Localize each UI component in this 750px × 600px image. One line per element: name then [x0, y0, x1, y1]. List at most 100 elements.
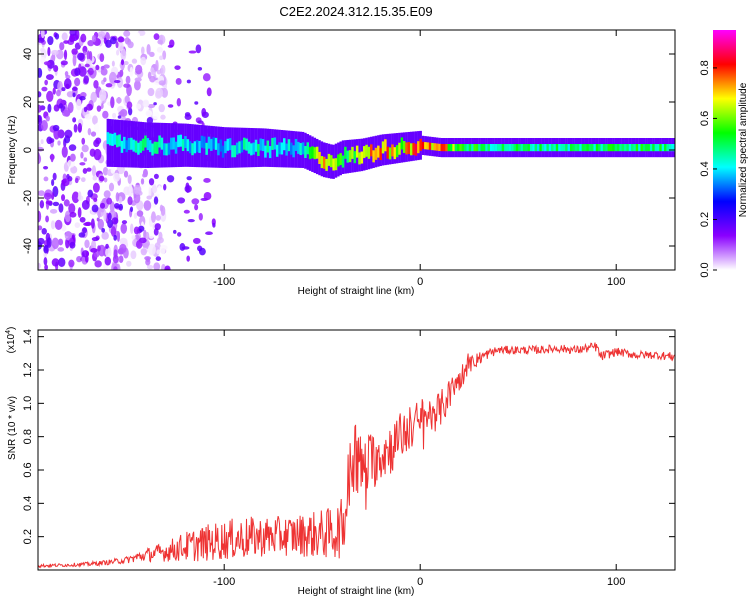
spectrogram-cell [83, 157, 88, 162]
spectrogram-cell [504, 144, 507, 152]
spectrogram-cell [101, 227, 106, 233]
spectrogram-cell [110, 96, 115, 109]
spectrogram-cell [82, 45, 88, 54]
spectrogram-cell [103, 209, 107, 222]
spectrogram-cell [217, 143, 220, 156]
spectrogram-cell [157, 185, 162, 195]
spectrogram-cell [194, 101, 199, 105]
spectrogram-cell [71, 48, 78, 55]
spectrogram-cell [492, 144, 495, 152]
spectrogram-cell [175, 78, 182, 85]
spectrogram-cell [90, 131, 97, 137]
spectrogram-cell [146, 43, 151, 55]
spectrogram-cell [614, 144, 618, 152]
spectrogram-cell [133, 212, 138, 219]
spectrogram-cell [82, 168, 88, 174]
spectrogram-cell [53, 65, 59, 72]
spectrogram-cell [43, 176, 49, 182]
spectrogram-cell [126, 101, 133, 109]
spectrogram-cell [642, 144, 646, 152]
spectrogram-cell [99, 53, 105, 63]
spectrogram-cell [593, 144, 596, 152]
spectrogram-cell [70, 165, 78, 174]
spectrogram-cell [52, 172, 57, 181]
spectrogram-cell [569, 144, 573, 152]
spectrogram-cell [638, 144, 641, 152]
spectrogram-cell [153, 196, 159, 205]
spectrogram-cell [77, 191, 82, 201]
spectrogram-cell [586, 144, 589, 152]
spectrogram-cell [107, 212, 112, 221]
spectrogram-cell [120, 48, 127, 61]
spectrogram-cell [84, 63, 90, 68]
snr-y-tick-label: 0.2 [22, 529, 34, 544]
spectrogram-cell [186, 255, 190, 262]
spectrogram-cell [51, 258, 60, 267]
spectrogram-cell [61, 224, 67, 232]
spectrogram-cell [131, 58, 138, 64]
spectrogram-cell [103, 64, 110, 69]
spectrogram-cell [348, 150, 352, 163]
spectrogram-cell [80, 151, 84, 159]
spectrogram-cell [555, 144, 559, 152]
spectrogram-cell [391, 144, 394, 157]
spectrogram-cell [86, 167, 92, 172]
spectrogram-cell [45, 74, 54, 81]
spectrogram-cell [537, 144, 540, 152]
spectrogram-cell [656, 144, 660, 152]
spectrogram-cell [157, 39, 164, 45]
spectrogram-cell [74, 222, 81, 229]
spectrogram-cell [50, 153, 54, 163]
spectrogram-cell [125, 140, 128, 153]
spectrogram-cell [224, 141, 227, 154]
spectrogram-cell [45, 61, 51, 66]
spectrogram-cell [105, 243, 109, 249]
spectrogram-cell [38, 37, 45, 43]
spectrogram-cell [61, 32, 68, 41]
spectrogram-cell [417, 141, 420, 154]
spectrogram-cell [313, 147, 317, 160]
spectrogram-cell [520, 144, 524, 152]
x-tick-label: 100 [607, 576, 625, 588]
spectrogram-cell [654, 144, 658, 152]
spectrogram-cell [179, 134, 183, 147]
spectrogram-cell [155, 256, 162, 261]
spectrogram-cell [166, 175, 175, 183]
colorbar: 0.0 0.2 0.4 0.6 0.8 Normalized spectral ampl… [699, 30, 749, 278]
spectrogram-cell [130, 250, 137, 260]
spectrogram-cell [81, 137, 86, 145]
spectrogram-cell [494, 144, 498, 152]
spectrogram-cell [149, 51, 155, 58]
spectrogram-cell [51, 49, 59, 56]
spectrogram-cell [68, 203, 76, 214]
spectrogram-cell [106, 132, 110, 145]
spectrogram-cell [539, 144, 542, 152]
spectrogram-cell [607, 144, 611, 152]
spectrogram-cell [330, 155, 333, 168]
spectrogram-cell [480, 144, 484, 152]
colorbar-tick-label: 0.0 [699, 262, 711, 277]
spectrogram-cell [44, 264, 49, 270]
spectrogram-cell [355, 145, 359, 158]
spectrogram-cell [551, 144, 554, 152]
spectrogram-cell [198, 213, 203, 221]
spectrogram-cell [51, 179, 55, 187]
spectrogram-cell [108, 133, 112, 146]
spectrogram-cell [127, 196, 133, 206]
spectrogram-cell [205, 142, 208, 155]
spectrogram-cell [188, 50, 197, 54]
spectrogram-cell [38, 190, 45, 197]
spectrogram-cell [572, 144, 575, 152]
spectrogram-cell [193, 141, 197, 154]
spectrogram-cell [54, 219, 63, 230]
spectrogram-cell [353, 151, 357, 164]
spectrogram-cell [147, 71, 152, 80]
spectrogram-cell [83, 75, 89, 84]
snr-scale-note: (x104) [5, 327, 17, 354]
spectrogram-cell [186, 176, 192, 181]
spectrogram-cell [92, 182, 100, 193]
spectrogram-cell [77, 207, 82, 218]
spectrogram-cell [271, 137, 274, 150]
spectrogram-cell [412, 142, 415, 155]
spectrogram-cell [163, 143, 166, 156]
